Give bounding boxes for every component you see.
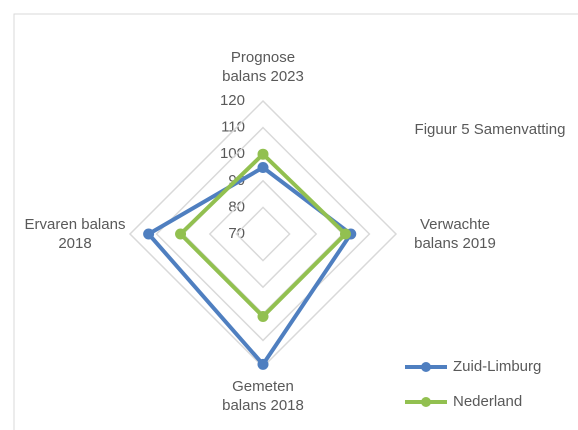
r-tick-label: 110	[221, 119, 245, 136]
data-point	[339, 228, 351, 240]
grid-ring	[155, 126, 371, 342]
data-point	[257, 358, 269, 370]
r-tick-label: 100	[220, 145, 245, 162]
legend-marker	[421, 397, 431, 407]
legend-marker	[421, 362, 431, 372]
data-point	[257, 310, 269, 322]
grid-ring	[235, 206, 291, 262]
r-tick-label: 120	[220, 92, 245, 109]
grid-ring	[208, 179, 318, 289]
data-point	[257, 162, 269, 173]
chart-title: Figuur 5 Samenvatting	[415, 121, 566, 138]
category-label: Prognose balans 2023	[222, 49, 304, 85]
grid-ring	[182, 153, 344, 315]
series-line	[178, 152, 348, 319]
data-point	[143, 228, 155, 240]
legend-label: Zuid-Limburg	[453, 358, 541, 375]
category-label: Verwachte balans 2019	[414, 216, 496, 252]
category-label: Ervaren balans 2018	[24, 216, 126, 252]
data-point	[257, 148, 269, 160]
data-point	[175, 228, 187, 240]
chart-border	[13, 13, 578, 430]
series-line	[146, 165, 353, 367]
legend-label: Nederland	[453, 393, 522, 410]
category-label: Gemeten balans 2018	[222, 378, 304, 414]
